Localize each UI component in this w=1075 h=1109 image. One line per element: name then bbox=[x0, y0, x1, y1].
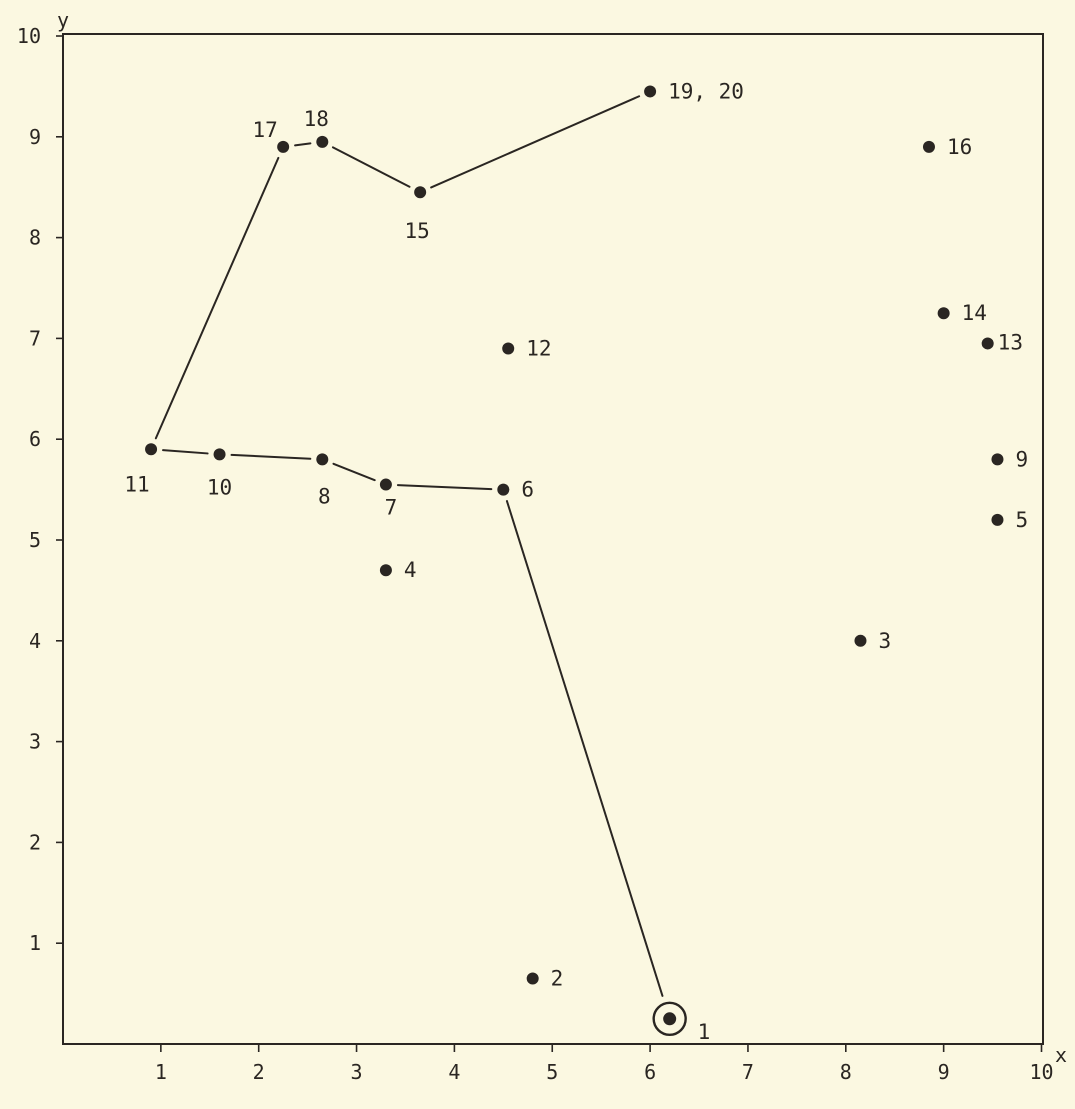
point-5-label: 5 bbox=[1015, 508, 1028, 532]
point-15-label: 15 bbox=[405, 219, 430, 243]
point-5-marker bbox=[991, 513, 1004, 526]
x-tick-label-10: 10 bbox=[1029, 1060, 1053, 1084]
point-1-marker bbox=[663, 1012, 677, 1026]
point-11-marker bbox=[145, 443, 158, 456]
point-13-label: 13 bbox=[998, 330, 1023, 354]
x-axis-label: x bbox=[1055, 1043, 1067, 1067]
point-4-marker bbox=[379, 564, 392, 577]
y-tick-label-3: 3 bbox=[29, 730, 41, 754]
y-tick-label-9: 9 bbox=[29, 125, 41, 149]
x-tick-label-3: 3 bbox=[351, 1060, 363, 1084]
point-12-marker bbox=[502, 342, 515, 355]
route-segment-18-to-15 bbox=[331, 146, 411, 188]
point-9-label: 9 bbox=[1015, 447, 1028, 471]
point-12-label: 12 bbox=[526, 336, 551, 360]
x-tick-label-8: 8 bbox=[840, 1060, 852, 1084]
point-3-label: 3 bbox=[878, 629, 891, 653]
y-tick-label-2: 2 bbox=[29, 830, 41, 854]
point-4-label: 4 bbox=[404, 558, 417, 582]
point-7-marker bbox=[379, 478, 392, 491]
y-axis-label: y bbox=[57, 8, 69, 32]
y-tick-label-5: 5 bbox=[29, 528, 41, 552]
point-7-label: 7 bbox=[385, 496, 398, 520]
x-tick-label-4: 4 bbox=[448, 1060, 460, 1084]
route-segment-11-to-17 bbox=[154, 156, 280, 440]
point-16-marker bbox=[922, 140, 935, 153]
point-2-marker bbox=[526, 972, 539, 985]
point-11-label: 11 bbox=[124, 472, 149, 496]
point-8-label: 8 bbox=[318, 484, 331, 508]
route-segment-7-to-8 bbox=[332, 462, 376, 482]
y-tick-label-8: 8 bbox=[29, 226, 41, 250]
point-9-marker bbox=[991, 453, 1004, 466]
x-tick-label-2: 2 bbox=[253, 1060, 265, 1084]
point-16-label: 16 bbox=[947, 135, 972, 159]
y-tick-label-10: 10 bbox=[17, 24, 41, 48]
point-3-marker bbox=[854, 634, 867, 647]
point-17-label: 17 bbox=[253, 118, 278, 142]
point-13-marker bbox=[981, 337, 994, 350]
point-6-marker bbox=[497, 483, 510, 496]
x-tick-label-1: 1 bbox=[155, 1060, 167, 1084]
route-segment-8-to-10 bbox=[230, 453, 312, 460]
y-axis-ticks: 1 2 3 4 5 6 7 8 9 10 bbox=[17, 24, 63, 955]
point-18-marker bbox=[316, 135, 329, 148]
point-6-label: 6 bbox=[521, 478, 534, 502]
point-18-label: 18 bbox=[304, 107, 329, 131]
point-19-20-label: 19, 20 bbox=[668, 79, 744, 103]
route-segment-15-to-19-20 bbox=[430, 95, 641, 189]
point-17-marker bbox=[277, 140, 290, 153]
point-10-marker bbox=[213, 448, 226, 461]
x-axis-ticks: 1 2 3 4 5 6 7 8 9 10 bbox=[155, 1044, 1054, 1084]
point-10-label: 10 bbox=[207, 475, 232, 499]
point-14-label: 14 bbox=[962, 301, 987, 325]
point-8-marker bbox=[316, 453, 329, 466]
x-tick-label-9: 9 bbox=[938, 1060, 950, 1084]
y-tick-label-4: 4 bbox=[29, 629, 41, 653]
route-path bbox=[154, 95, 664, 997]
route-segment-6-to-7 bbox=[396, 484, 493, 491]
route-segment-1-to-6 bbox=[505, 500, 664, 997]
point-15-marker bbox=[414, 186, 427, 199]
point-19-20-marker bbox=[644, 85, 657, 98]
x-tick-label-7: 7 bbox=[742, 1060, 754, 1084]
point-1-ring bbox=[652, 1001, 687, 1036]
y-tick-label-7: 7 bbox=[29, 326, 41, 350]
x-tick-label-6: 6 bbox=[644, 1060, 656, 1084]
route-segment-10-to-11 bbox=[162, 449, 209, 455]
y-tick-label-6: 6 bbox=[29, 427, 41, 451]
route-segment-17-to-18 bbox=[294, 142, 312, 147]
x-tick-label-5: 5 bbox=[546, 1060, 558, 1084]
y-tick-label-1: 1 bbox=[29, 931, 41, 955]
point-14-marker bbox=[937, 307, 950, 320]
point-1-label: 1 bbox=[698, 1020, 711, 1044]
plot-frame bbox=[62, 33, 1044, 1045]
point-2-label: 2 bbox=[551, 966, 564, 990]
